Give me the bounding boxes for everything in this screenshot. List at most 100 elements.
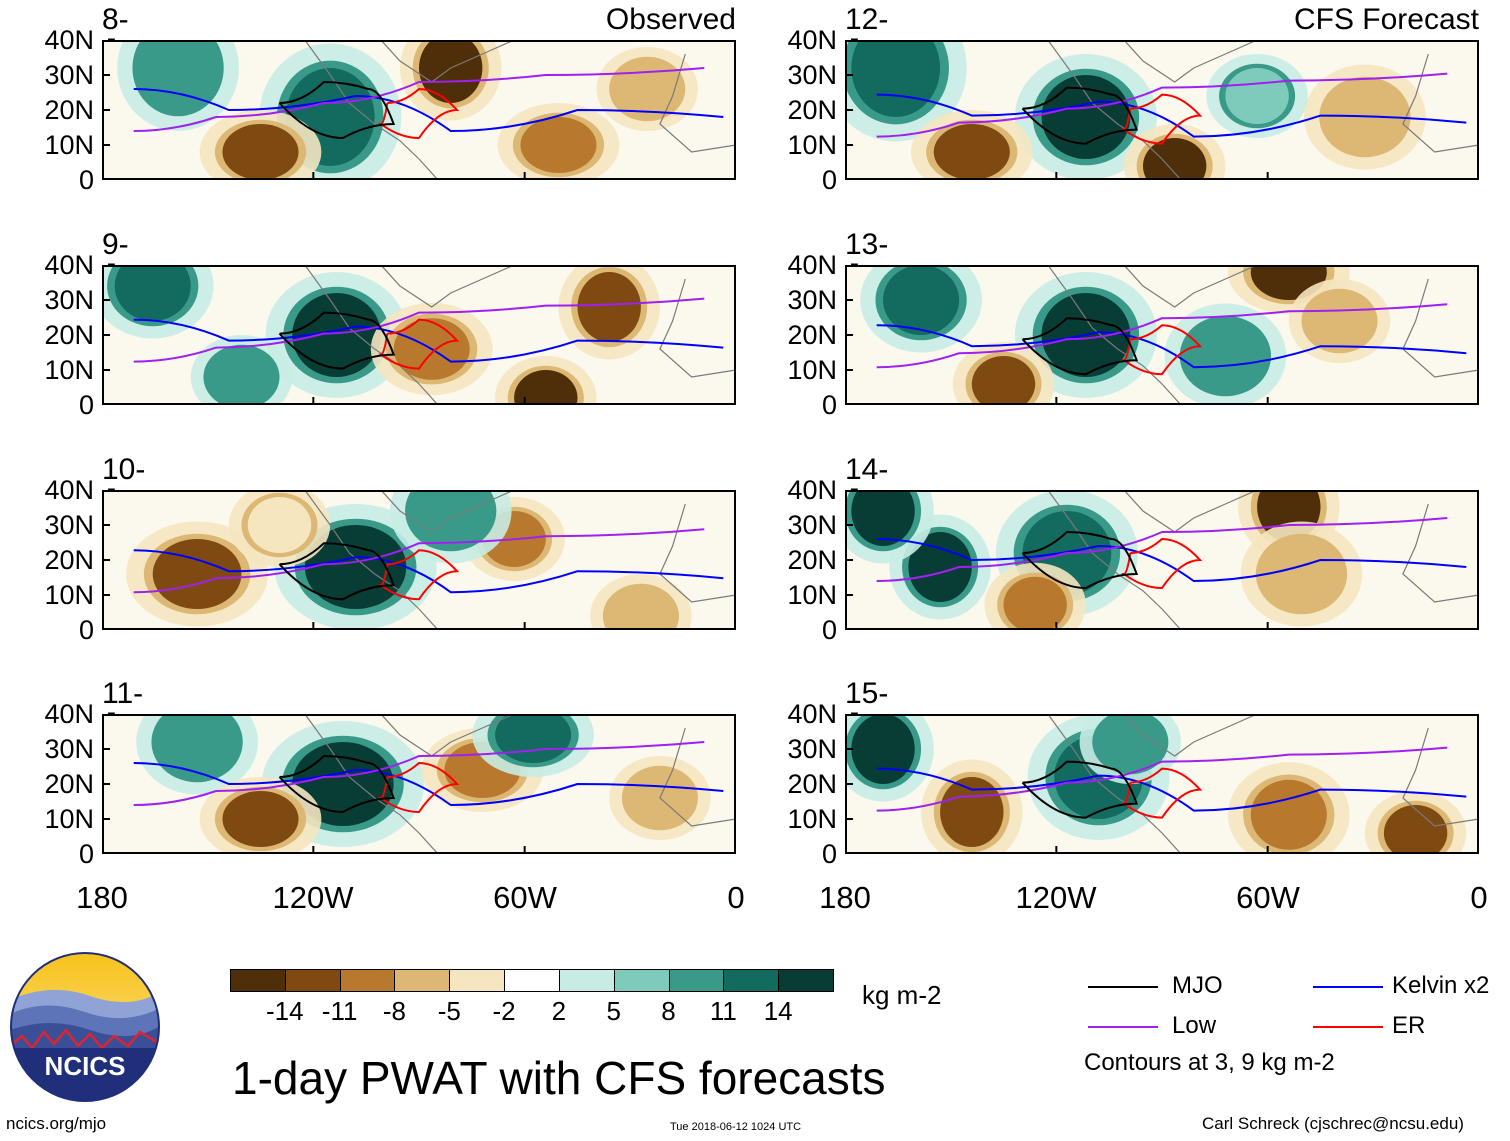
lat-label: 10N <box>44 804 94 834</box>
wave-contour <box>1021 530 1139 590</box>
colorbar-tick-label: 11 <box>709 996 737 1026</box>
pwat-anomaly-core <box>1003 576 1067 630</box>
legend-label-kelvin: Kelvin x2 <box>1392 972 1490 999</box>
lat-label: 20N <box>44 545 94 575</box>
pwat-anomaly-core <box>883 265 960 335</box>
wave-contour <box>1120 767 1203 819</box>
lat-label: 10N <box>787 580 837 610</box>
lat-label: 40N <box>44 475 94 505</box>
pwat-anomaly-map <box>845 40 1479 180</box>
lat-label: 0 <box>78 390 94 420</box>
pwat-anomaly-map <box>845 714 1479 854</box>
colorbar-tick-label: 5 <box>606 996 621 1026</box>
footer-timestamp: Tue 2018-06-12 1024 UTC <box>670 1121 802 1133</box>
footer-url[interactable]: ncics.org/mjo <box>6 1114 107 1133</box>
lat-label: 20N <box>44 320 94 350</box>
coastline <box>304 714 736 854</box>
wave-contour <box>876 303 1448 369</box>
lat-label: 10N <box>787 355 837 385</box>
wave-contour <box>133 549 724 594</box>
ncics-logo: NCICS <box>10 952 160 1102</box>
colorbar-tick-label: -2 <box>492 996 516 1026</box>
legend-label-er: ER <box>1392 1012 1426 1039</box>
lon-label-120w: 120W <box>1015 880 1097 915</box>
pwat-anomaly-map <box>102 490 736 630</box>
pwat-anomaly-core <box>1041 75 1131 159</box>
wave-contour <box>876 538 1467 583</box>
pwat-anomaly-core <box>851 714 915 784</box>
coastline <box>304 265 736 405</box>
wave-contour <box>278 80 396 140</box>
wave-contour <box>377 87 460 140</box>
colorbar-swatch <box>778 969 834 992</box>
colorbar-swatch <box>723 969 780 992</box>
lat-label: 30N <box>787 60 837 90</box>
wave-contour <box>377 318 460 370</box>
wave-contour <box>133 297 705 363</box>
wave-contour <box>278 754 396 814</box>
pwat-anomaly-core <box>419 40 483 103</box>
wave-contour <box>876 72 1448 138</box>
lon-label-60w: 60W <box>1236 880 1300 915</box>
wave-contour <box>133 67 705 132</box>
pwat-anomaly-core <box>152 539 242 609</box>
lat-label: 20N <box>44 769 94 799</box>
wave-contour <box>876 746 1448 812</box>
lon-label-180: 180 <box>819 880 871 915</box>
lat-label: 0 <box>78 615 94 645</box>
lat-label: 0 <box>821 839 837 869</box>
pwat-anomaly-core <box>495 714 572 763</box>
lat-label: 20N <box>44 95 94 125</box>
pwat-anomaly-core <box>1098 714 1162 770</box>
pwat-anomaly-core <box>140 40 217 110</box>
pwat-anomaly-core <box>1307 293 1372 349</box>
lat-label: 30N <box>44 510 94 540</box>
coastline <box>304 40 736 180</box>
legend-label-low: Low <box>1172 1012 1217 1039</box>
legend-note: Contours at 3, 9 kg m-2 <box>1084 1049 1335 1076</box>
pwat-anomaly-core <box>933 124 1010 180</box>
lat-label: 0 <box>78 839 94 869</box>
lat-label: 40N <box>44 699 94 729</box>
lat-label: 30N <box>44 60 94 90</box>
wave-contour <box>876 324 1467 369</box>
wave-contour <box>133 88 724 133</box>
pwat-anomaly-core <box>971 356 1036 405</box>
pwat-anomaly-core <box>1263 539 1340 609</box>
pwat-anomaly-map <box>845 265 1479 405</box>
pwat-anomaly-map <box>102 40 736 180</box>
pwat-anomaly-core <box>114 265 191 321</box>
footer-credit: Carl Schreck (cjschrec@ncsu.edu) <box>1202 1114 1464 1133</box>
colorbar-swatch <box>668 969 725 992</box>
pwat-anomaly-core <box>1142 138 1207 180</box>
pwat-anomaly-core <box>247 497 312 553</box>
wave-contour <box>1021 317 1139 376</box>
lat-label: 40N <box>787 699 837 729</box>
lat-label: 0 <box>821 165 837 195</box>
colorbar-tick-label: 8 <box>661 996 676 1026</box>
lat-label: 30N <box>787 734 837 764</box>
wave-contour <box>876 517 1448 582</box>
colorbar-swatch <box>449 969 506 992</box>
lat-label: 30N <box>787 510 837 540</box>
wave-contour <box>1120 537 1203 590</box>
pwat-anomaly-core <box>304 525 407 609</box>
wave-contour <box>278 311 396 370</box>
colorbar-tick-label: 14 <box>763 996 793 1026</box>
wave-contour <box>1021 760 1139 819</box>
forecast-label: CFS Forecast <box>1293 3 1479 36</box>
lat-label: 10N <box>44 580 94 610</box>
pwat-anomaly-core <box>514 370 578 405</box>
coastline <box>1047 490 1479 630</box>
lat-label: 30N <box>44 734 94 764</box>
lon-label-60w: 60W <box>493 880 557 915</box>
lat-label: 0 <box>78 165 94 195</box>
pwat-anomaly-map <box>102 265 736 405</box>
colorbar-swatch <box>558 969 615 992</box>
lat-label: 40N <box>787 25 837 55</box>
pwat-anomaly-core <box>292 293 381 377</box>
lat-label: 30N <box>787 285 837 315</box>
pwat-anomaly-core <box>577 272 641 342</box>
colorbar-swatch <box>394 969 451 992</box>
figure-title: 1-day PWAT with CFS forecasts <box>232 1052 886 1104</box>
